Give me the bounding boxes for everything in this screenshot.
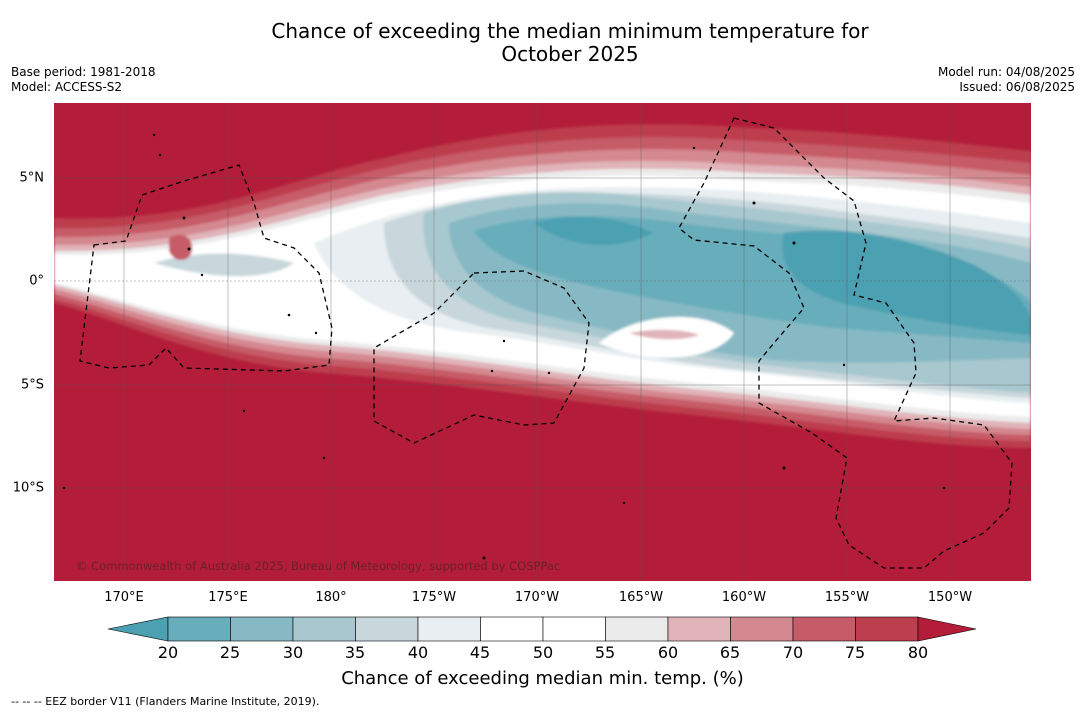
- meta-right: Model run: 04/08/2025 Issued: 06/08/2025: [938, 65, 1075, 95]
- copyright-text: © Commonwealth of Australia 2025, Bureau…: [76, 559, 561, 573]
- lon-label-150w: 150°W: [927, 590, 973, 605]
- cbar-20-25: [167, 616, 231, 642]
- colorbar: [107, 616, 977, 642]
- cbar-tick-60: 60: [657, 643, 679, 662]
- lon-label-175e: 175°E: [208, 590, 248, 605]
- cbar-40-45: [417, 616, 481, 642]
- cbar-60-65: [667, 616, 731, 642]
- warm-spot-west: [169, 234, 193, 260]
- cbar-extend-high: [917, 616, 977, 642]
- cbar-55-60: [605, 616, 669, 642]
- eez-legend-text: -- -- -- EEZ border V11 (Flanders Marine…: [11, 695, 320, 708]
- cbar-tick-75: 75: [844, 643, 866, 662]
- lat-label-0: 0°: [29, 273, 44, 289]
- warm-patch-center-b: [629, 329, 699, 340]
- equatorial-band: [54, 124, 1031, 448]
- eez-border-kiribati-west: [79, 164, 333, 372]
- cbar-45-50: [480, 616, 544, 642]
- lat-label-5s: 5°S: [20, 377, 44, 393]
- lon-label-170w: 170°W: [514, 590, 560, 605]
- meta-left: Base period: 1981-2018 Model: ACCESS-S2: [11, 65, 156, 95]
- map-title-line1: Chance of exceeding the median minimum t…: [271, 19, 869, 43]
- cbar-tick-70: 70: [782, 643, 804, 662]
- probability-map: [54, 103, 1031, 581]
- lon-label-155w: 155°W: [824, 590, 870, 605]
- cbar-tick-55: 55: [594, 643, 616, 662]
- lat-label-10s: 10°S: [12, 480, 44, 496]
- lon-label-175w: 175°W: [411, 590, 457, 605]
- cbar-tick-20: 20: [157, 643, 179, 662]
- cbar-extend-low: [107, 616, 169, 642]
- lon-label-180: 180°: [315, 590, 347, 605]
- colorbar-label: Chance of exceeding median min. temp. (%…: [341, 668, 744, 689]
- cbar-tick-80: 80: [907, 643, 929, 662]
- model-run-text: Model run: 04/08/2025: [937, 65, 1075, 79]
- cbar-70-75: [792, 616, 856, 642]
- lat-label-5n: 5°N: [19, 170, 45, 186]
- eez-borders: [79, 117, 1013, 569]
- cbar-tick-30: 30: [282, 643, 304, 662]
- map-title-line2: October 2025: [501, 42, 639, 66]
- lon-label-170e: 170°E: [104, 590, 144, 605]
- cbar-tick-40: 40: [407, 643, 429, 662]
- cbar-tick-25: 25: [219, 643, 241, 662]
- base-period-text: Base period: 1981-2018: [11, 65, 156, 79]
- islands: [62, 133, 946, 560]
- cbar-50-55: [542, 616, 606, 642]
- graticule: [54, 103, 1031, 581]
- cool-patch-west: [154, 253, 294, 277]
- eez-border-kiribati-east: [678, 117, 1013, 569]
- cbar-30-35: [292, 616, 356, 642]
- cbar-tick-35: 35: [344, 643, 366, 662]
- eez-border-tokelau: [373, 270, 590, 444]
- lon-label-165w: 165°W: [618, 590, 664, 605]
- cbar-tick-45: 45: [469, 643, 491, 662]
- model-text: Model: ACCESS-S2: [11, 80, 123, 94]
- cbar-tick-65: 65: [719, 643, 741, 662]
- lon-label-160w: 160°W: [721, 590, 767, 605]
- region-below-20-b: [534, 216, 654, 245]
- cbar-35-40: [355, 616, 419, 642]
- issued-text: Issued: 06/08/2025: [959, 80, 1075, 94]
- region-below-20: [782, 230, 1031, 335]
- cbar-25-30: [230, 616, 294, 642]
- cbar-65-70: [730, 616, 794, 642]
- cbar-tick-50: 50: [532, 643, 554, 662]
- cbar-75-80: [855, 616, 919, 642]
- map-title: Chance of exceeding the median minimum t…: [0, 20, 1085, 66]
